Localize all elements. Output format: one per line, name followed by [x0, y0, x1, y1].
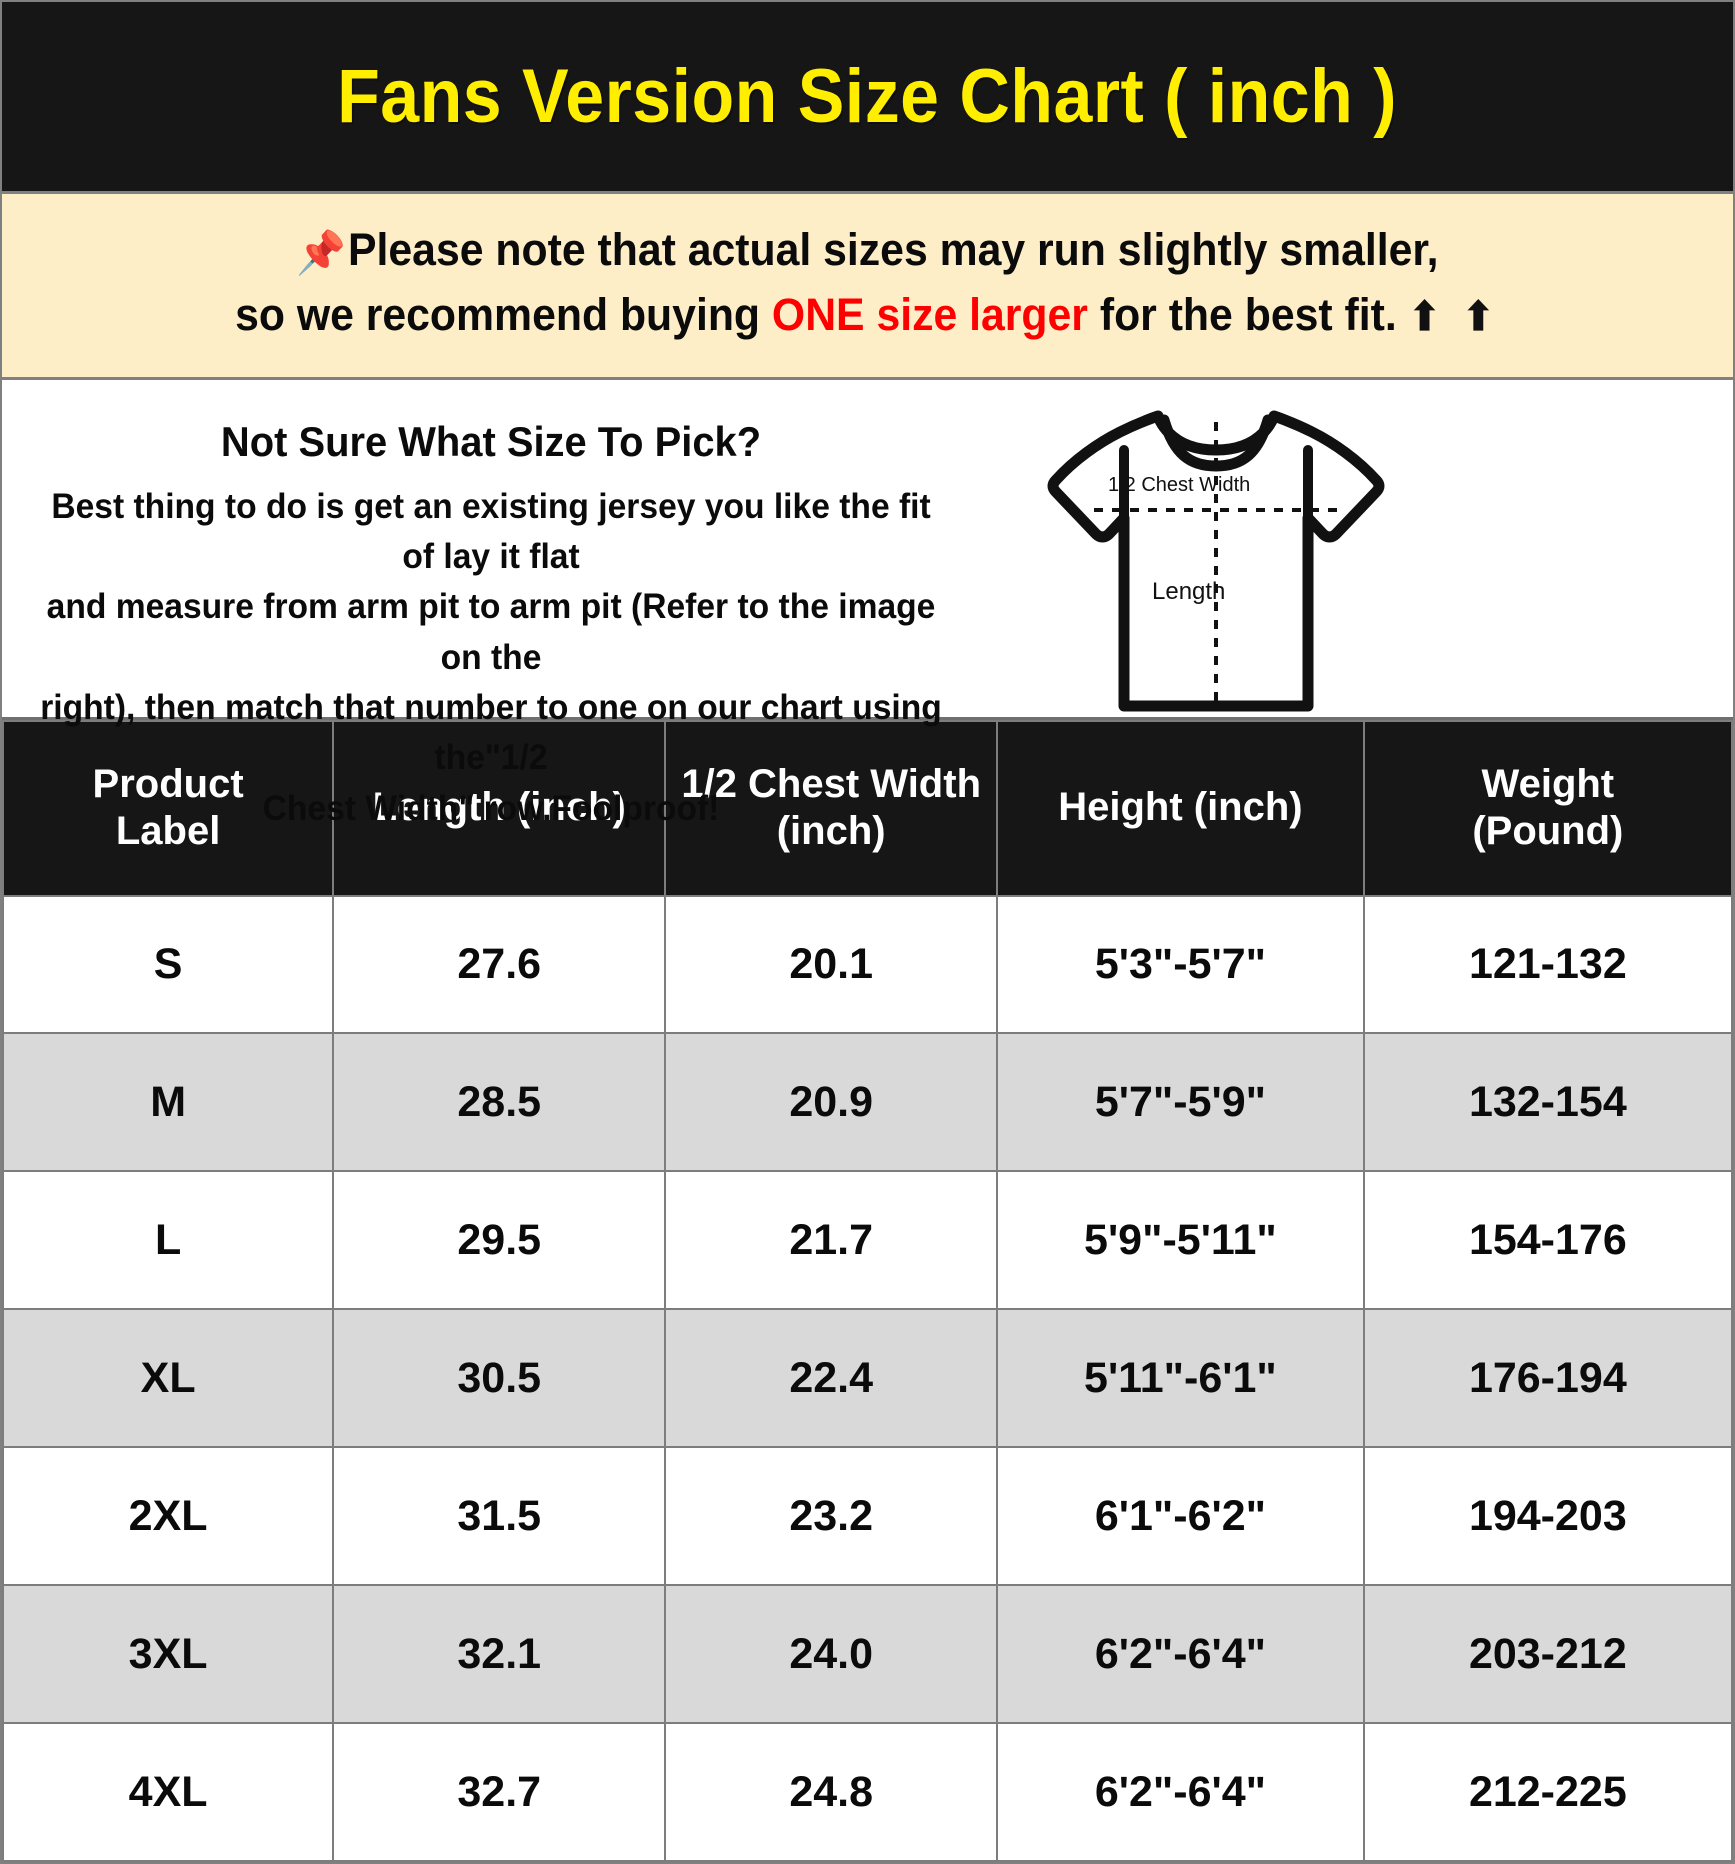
header-line: Product — [92, 761, 244, 806]
chest-width-label: 1/2 Chest Width — [1108, 473, 1251, 496]
table-row: S 27.6 20.1 5'3"-5'7" 121-132 — [1, 894, 1734, 1035]
cell-height: 6'2"-6'4" — [996, 1584, 1365, 1725]
size-chart-table: Product Label Length (inch) 1/2 Chest Wi… — [1, 719, 1734, 1862]
column-header-height: Height (inch) — [996, 719, 1365, 897]
cell-product-label: 3XL — [1, 1584, 335, 1725]
notice-banner: 📌Please note that actual sizes may run s… — [2, 194, 1733, 380]
cell-half-chest-width: 24.0 — [664, 1584, 999, 1725]
cell-weight: 194-203 — [1362, 1446, 1734, 1587]
cell-half-chest-width: 22.4 — [664, 1308, 999, 1449]
notice-line-1: 📌Please note that actual sizes may run s… — [45, 218, 1689, 283]
cell-weight: 121-132 — [1362, 894, 1734, 1035]
info-text-block: Not Sure What Size To Pick? Best thing t… — [2, 380, 1002, 835]
cell-product-label: S — [1, 894, 335, 1035]
pushpin-icon: 📌 — [296, 229, 347, 276]
table-row: 2XL 31.5 23.2 6'1"-6'2" 194-203 — [1, 1446, 1734, 1587]
column-header-half-chest-width: 1/2 Chest Width (inch) — [664, 719, 999, 897]
table-row: 3XL 32.1 24.0 6'2"-6'4" 203-212 — [1, 1584, 1734, 1725]
notice-line-2: so we recommend buying ONE size larger f… — [45, 283, 1689, 347]
page-title: Fans Version Size Chart ( inch ) — [337, 54, 1398, 139]
title-banner: Fans Version Size Chart ( inch ) — [2, 2, 1733, 194]
arrow-up-icon: ⬆ ⬆ — [1408, 294, 1500, 339]
header-line: Label — [115, 809, 221, 854]
cell-height: 6'1"-6'2" — [996, 1446, 1365, 1587]
table-header-row: Product Label Length (inch) 1/2 Chest Wi… — [1, 719, 1734, 897]
cell-weight: 132-154 — [1362, 1032, 1734, 1173]
info-body-line-3: right), then match that number to one on… — [40, 688, 942, 778]
cell-length: 30.5 — [332, 1308, 667, 1449]
table-row: XL 30.5 22.4 5'11"-6'1" 176-194 — [1, 1308, 1734, 1449]
cell-weight: 212-225 — [1362, 1722, 1734, 1862]
header-line: 1/2 Chest Width — [681, 761, 981, 806]
table-row: M 28.5 20.9 5'7"-5'9" 132-154 — [1, 1032, 1734, 1173]
notice-line-2-prefix: so we recommend buying — [235, 288, 772, 340]
notice-emphasis: ONE size larger — [771, 288, 1088, 340]
cell-product-label: M — [1, 1032, 335, 1173]
table-row: 4XL 32.7 24.8 6'2"-6'4" 212-225 — [1, 1722, 1734, 1862]
info-diagram-block: 1/2 Chest Width Length — [1002, 380, 1733, 720]
cell-product-label: XL — [1, 1308, 335, 1449]
cell-height: 6'2"-6'4" — [996, 1722, 1365, 1862]
cell-height: 5'3"-5'7" — [996, 894, 1365, 1035]
cell-length: 29.5 — [332, 1170, 667, 1311]
cell-weight: 154-176 — [1362, 1170, 1734, 1311]
cell-length: 32.7 — [332, 1722, 667, 1862]
length-label: Length — [1152, 577, 1226, 605]
info-heading: Not Sure What Size To Pick? — [220, 417, 762, 465]
header-line: Weight — [1481, 761, 1615, 806]
header-line: Length (inch) — [372, 785, 626, 830]
cell-weight: 203-212 — [1362, 1584, 1734, 1725]
cell-weight: 176-194 — [1362, 1308, 1734, 1449]
cell-half-chest-width: 20.9 — [664, 1032, 999, 1173]
header-line: (inch) — [776, 809, 886, 854]
table-header: Product Label Length (inch) 1/2 Chest Wi… — [1, 719, 1734, 897]
notice-line-1-text: Please note that actual sizes may run sl… — [347, 224, 1439, 275]
info-body-line-2: and measure from arm pit to arm pit (Ref… — [46, 587, 936, 677]
cell-product-label: 2XL — [1, 1446, 335, 1587]
cell-half-chest-width: 24.8 — [664, 1722, 999, 1862]
cell-height: 5'7"-5'9" — [996, 1032, 1365, 1173]
cell-length: 27.6 — [332, 894, 667, 1035]
column-header-product-label: Product Label — [1, 719, 335, 897]
tshirt-icon — [1047, 410, 1385, 712]
cell-half-chest-width: 20.1 — [664, 894, 999, 1035]
column-header-length: Length (inch) — [332, 719, 667, 897]
notice-line-2-suffix: for the best fit. — [1087, 288, 1409, 340]
cell-length: 28.5 — [332, 1032, 667, 1173]
cell-half-chest-width: 23.2 — [664, 1446, 999, 1587]
info-section: Not Sure What Size To Pick? Best thing t… — [2, 379, 1733, 828]
info-body-line-4: Chest Width" row.Foolproof! — [262, 788, 720, 828]
cell-product-label: L — [1, 1170, 335, 1311]
column-header-weight: Weight (Pound) — [1362, 719, 1734, 897]
header-line: Height (inch) — [1058, 785, 1303, 830]
cell-product-label: 4XL — [1, 1722, 335, 1862]
header-line: (Pound) — [1472, 809, 1624, 854]
cell-length: 31.5 — [332, 1446, 667, 1587]
table-body: S 27.6 20.1 5'3"-5'7" 121-132 M 28.5 20.… — [1, 894, 1734, 1862]
table-row: L 29.5 21.7 5'9"-5'11" 154-176 — [1, 1170, 1734, 1311]
cell-half-chest-width: 21.7 — [664, 1170, 999, 1311]
cell-height: 5'11"-6'1" — [996, 1308, 1365, 1449]
cell-length: 32.1 — [332, 1584, 667, 1725]
cell-height: 5'9"-5'11" — [996, 1170, 1365, 1311]
tshirt-measurement-diagram: 1/2 Chest Width Length — [1012, 388, 1432, 718]
info-body-line-1: Best thing to do is get an existing jers… — [51, 486, 931, 576]
